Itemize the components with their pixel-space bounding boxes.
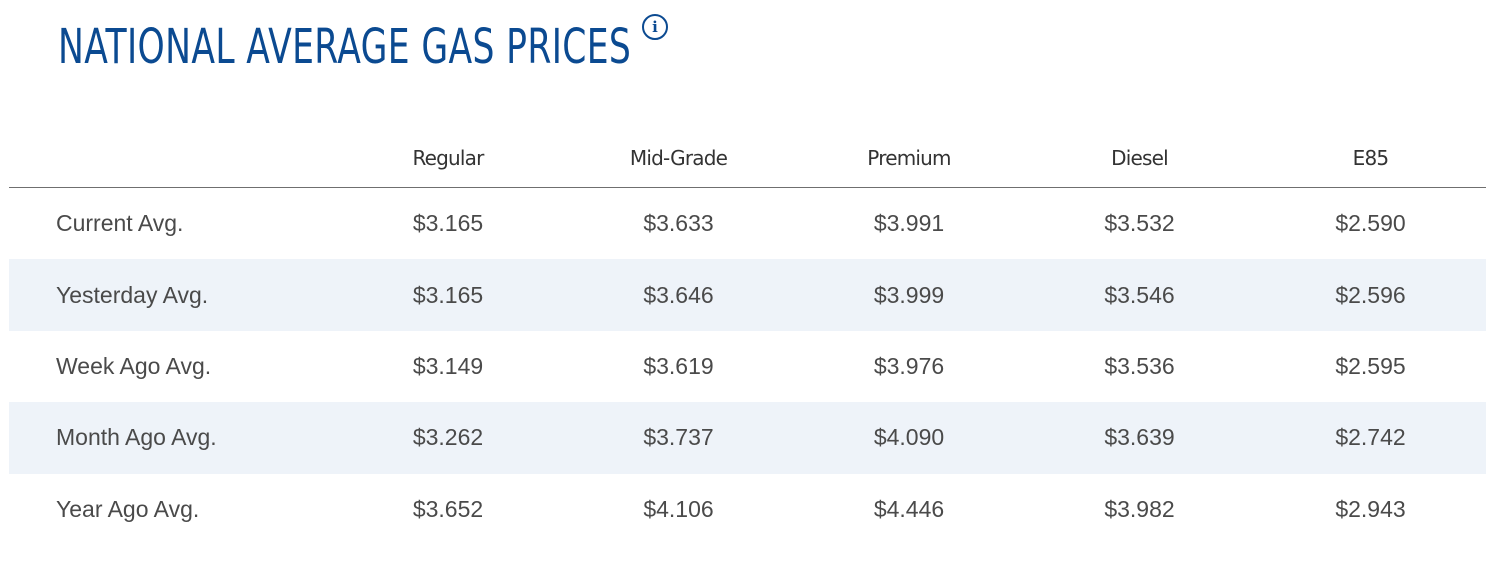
table-row-yesterday: Yesterday Avg. $3.165 $3.646 $3.999 $3.5…	[9, 259, 1486, 331]
column-header-label	[9, 128, 333, 188]
price-premium: $3.976	[873, 352, 945, 379]
price-e85: $2.596	[1255, 259, 1486, 331]
price-mid-grade: $3.619	[643, 352, 714, 379]
column-header-mid-grade: Mid-Grade	[563, 128, 794, 188]
price-mid-grade: $3.646	[563, 259, 794, 331]
row-label: Current Avg.	[56, 210, 184, 237]
price-e85: $2.742	[1255, 402, 1486, 474]
price-regular: $3.262	[333, 402, 563, 474]
price-e85: $2.590	[1335, 210, 1406, 237]
page-title: NATIONAL AVERAGE GAS PRICES	[58, 19, 632, 75]
title-row: NATIONAL AVERAGE GAS PRICES i	[58, 14, 857, 80]
table-row-year-ago: Year Ago Avg. $3.652 $4.106 $4.446 $3.98…	[9, 474, 1486, 545]
price-premium: $4.090	[794, 402, 1024, 474]
column-header-premium: Premium	[794, 128, 1024, 188]
price-regular: $3.165	[412, 210, 484, 237]
price-e85: $2.943	[1335, 495, 1406, 522]
price-mid-grade: $3.633	[643, 210, 714, 237]
table-row-month-ago: Month Ago Avg. $3.262 $3.737 $4.090 $3.6…	[9, 402, 1486, 474]
price-diesel: $3.536	[1104, 352, 1175, 379]
price-diesel: $3.546	[1024, 259, 1255, 331]
price-premium: $3.991	[873, 210, 945, 237]
price-premium: $3.999	[794, 259, 1024, 331]
info-circle-icon[interactable]: i	[642, 14, 668, 40]
table-row-week-ago: Week Ago Avg. $3.149 $3.619 $3.976 $3.53…	[9, 331, 1486, 402]
price-regular: $3.165	[333, 259, 563, 331]
price-regular: $3.149	[412, 352, 484, 379]
row-label: Week Ago Avg.	[56, 352, 212, 379]
column-header-diesel: Diesel	[1024, 128, 1255, 188]
row-label: Month Ago Avg.	[9, 402, 333, 474]
row-label: Year Ago Avg.	[56, 495, 200, 522]
price-diesel: $3.982	[1104, 495, 1175, 522]
price-mid-grade: $4.106	[643, 495, 714, 522]
row-label: Yesterday Avg.	[9, 259, 333, 331]
price-diesel: $3.532	[1104, 210, 1175, 237]
gas-prices-table: Regular Mid-Grade Premium Diesel E85 Cur…	[9, 128, 1486, 545]
column-header-regular: Regular	[333, 128, 563, 188]
price-regular: $3.652	[412, 495, 484, 522]
price-premium: $4.446	[873, 495, 945, 522]
column-header-e85: E85	[1255, 128, 1486, 188]
table-header-row: Regular Mid-Grade Premium Diesel E85	[9, 128, 1486, 188]
price-mid-grade: $3.737	[563, 402, 794, 474]
table-row-current: Current Avg. $3.165 $3.633 $3.991 $3.532…	[9, 188, 1486, 260]
price-e85: $2.595	[1335, 352, 1406, 379]
price-diesel: $3.639	[1024, 402, 1255, 474]
